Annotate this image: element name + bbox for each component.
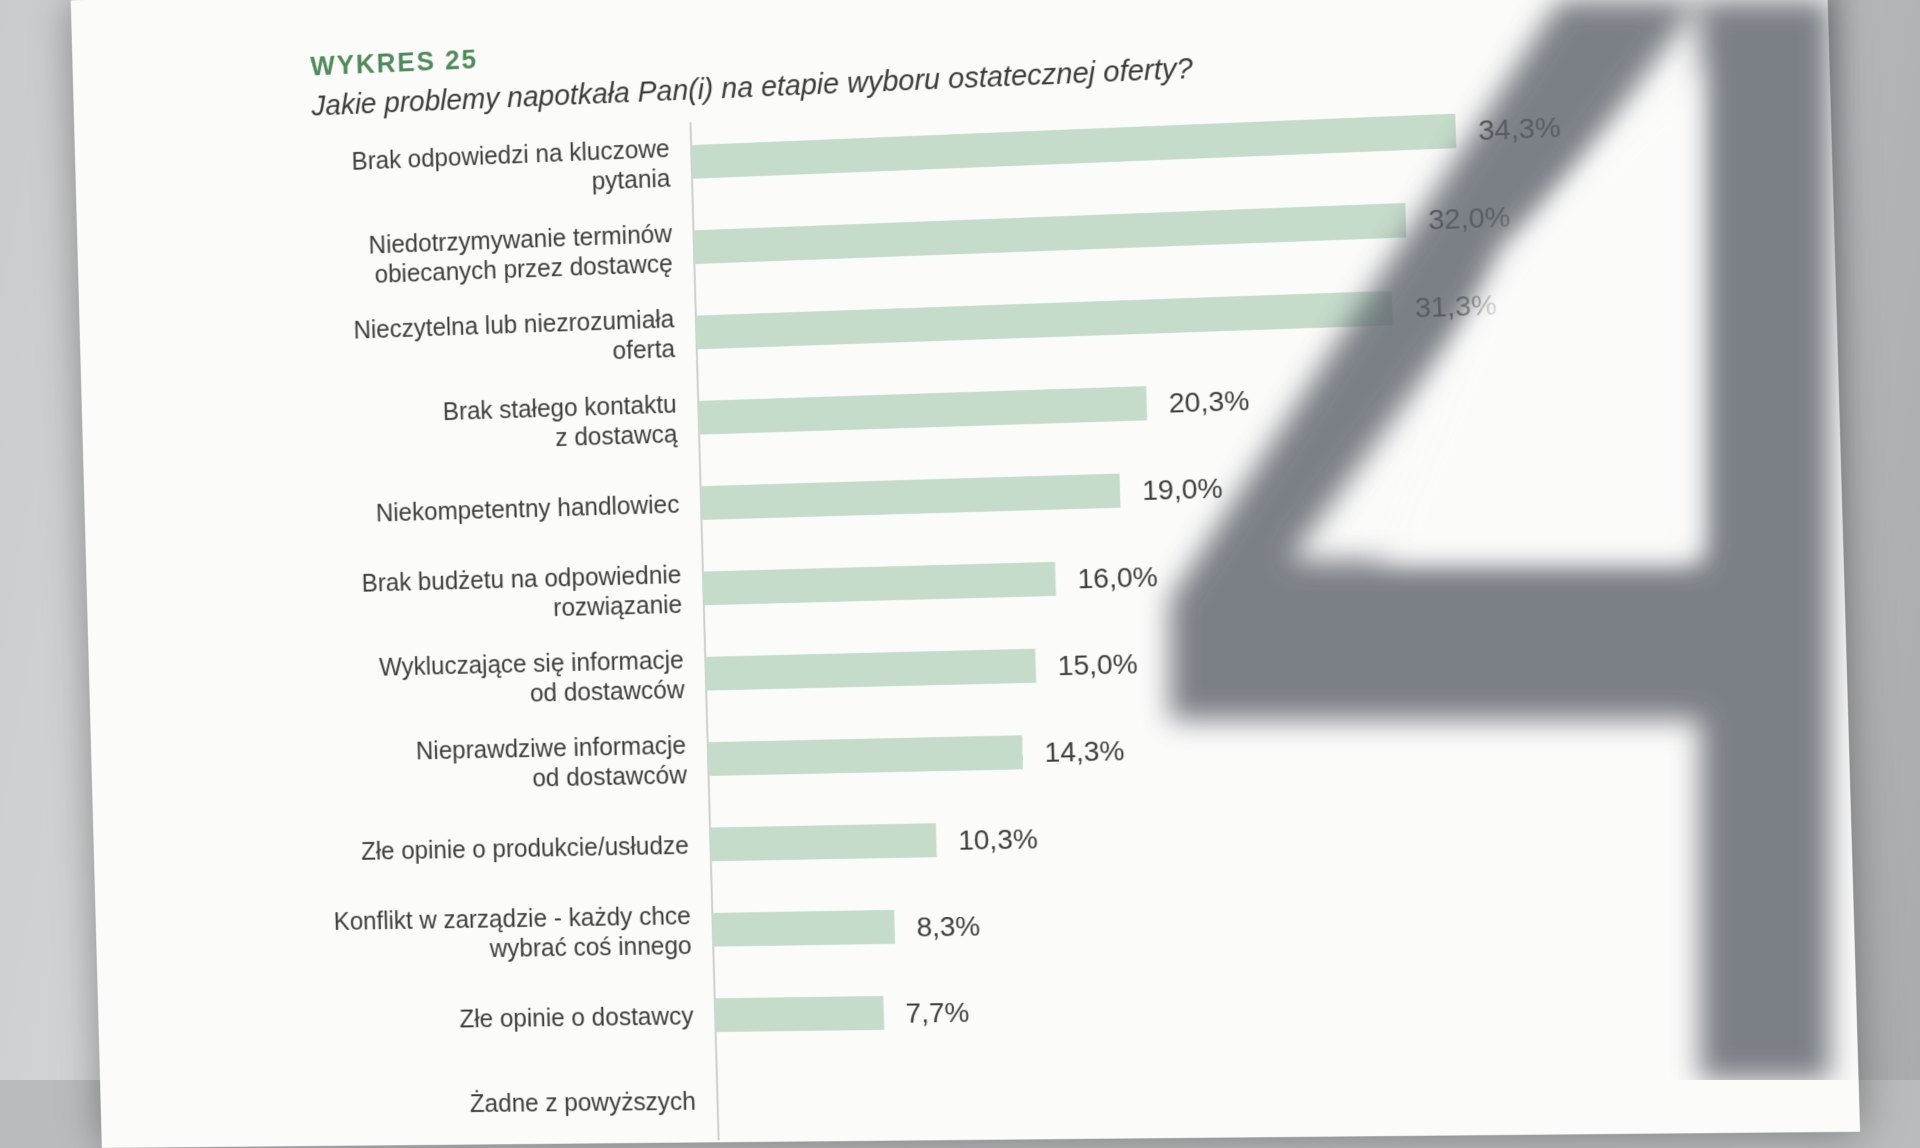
value-label-1: 34,3%: [1478, 111, 1561, 146]
category-label-line: wybrać coś innego: [489, 933, 693, 963]
value-label-7: 15,0%: [1057, 648, 1138, 682]
category-label-9: Złe opinie o produkcie/usłudze: [361, 833, 689, 866]
value-label-10: 8,3%: [916, 910, 981, 942]
category-label-3: Nieczytelna lub niezrozumiałaoferta: [353, 306, 676, 374]
category-label-12: Żadne z powyższych: [470, 1089, 697, 1118]
category-label-7: Wykluczające się informacjeod dostawców: [379, 647, 685, 711]
category-label-line: oferta: [612, 336, 676, 365]
category-label-line: Wykluczające się informacje: [379, 647, 684, 682]
category-label-line: od dostawców: [532, 762, 688, 792]
bar-10: [712, 910, 895, 947]
value-label-11: 7,7%: [905, 996, 970, 1028]
value-label-2: 32,0%: [1428, 201, 1511, 236]
category-label-line: Konflikt w zarządzie - każdy chce: [333, 903, 691, 936]
value-label-8: 14,3%: [1044, 735, 1125, 768]
category-label-6: Brak budżetu na odpowiednierozwiązanie: [361, 562, 682, 627]
bar-3: [696, 291, 1393, 350]
report-page: WYKRES 25 Jakie problemy napotkała Pan(i…: [71, 0, 1860, 1148]
category-label-line: pytania: [591, 165, 671, 195]
category-label-line: Złe opinie o dostawcy: [459, 1003, 694, 1033]
category-label-line: rozwiązanie: [553, 592, 683, 623]
value-label-6: 16,0%: [1077, 561, 1158, 595]
category-label-line: Niekompetentny handlowiec: [376, 492, 680, 528]
category-label-8: Nieprawdziwe informacjeod dostawców: [416, 732, 688, 794]
category-label-line: Złe opinie o produkcie/usłudze: [361, 833, 689, 866]
bar-6: [703, 562, 1056, 605]
category-label-line: Nieprawdziwe informacje: [416, 732, 687, 765]
bar-4: [698, 386, 1147, 435]
bar-chart: 34,3% Brak odpowiedzi na kluczowepytania 3…: [71, 0, 1860, 1148]
value-label-4: 20,3%: [1168, 384, 1249, 418]
category-label-10: Konflikt w zarządzie - każdy chcewybrać …: [333, 903, 692, 965]
category-label-line: Brak stałego kontaktu: [442, 391, 677, 426]
category-label-1: Brak odpowiedzi na kluczowepytania: [351, 136, 671, 206]
category-label-line: z dostawcą: [555, 421, 678, 452]
bar-7: [705, 649, 1036, 691]
value-label-5: 19,0%: [1142, 472, 1223, 506]
value-label-3: 31,3%: [1415, 289, 1498, 324]
bar-9: [710, 823, 937, 861]
bar-8: [708, 735, 1023, 776]
category-label-line: od dostawców: [530, 677, 686, 708]
category-label-11: Złe opinie o dostawcy: [459, 1003, 694, 1033]
category-label-4: Brak stałego kontaktuz dostawcą: [442, 391, 678, 455]
category-label-5: Niekompetentny handlowiec: [376, 492, 680, 528]
bar-5: [701, 474, 1121, 520]
bar-1: [691, 114, 1456, 179]
category-label-2: Niedotrzymywanie terminówobiecanych prze…: [368, 221, 673, 289]
value-label-9: 10,3%: [958, 823, 1038, 856]
bar-2: [693, 203, 1406, 264]
category-axis: [690, 122, 718, 1140]
bar-11: [715, 996, 885, 1032]
category-label-line: Żadne z powyższych: [470, 1089, 697, 1118]
